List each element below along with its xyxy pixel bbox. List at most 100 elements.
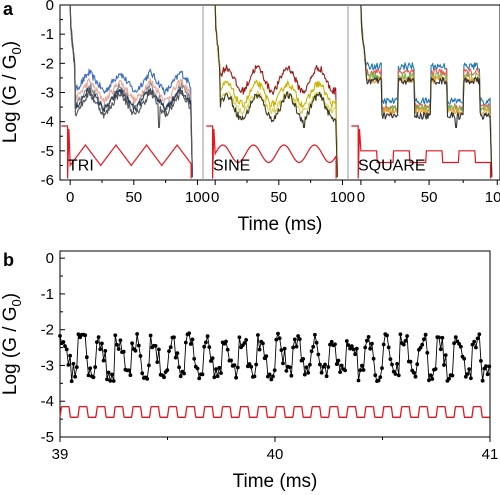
b-data-point (336, 358, 341, 363)
b-data-point (207, 345, 212, 349)
b-data-point (433, 367, 438, 371)
panel-b-x-axis-label: Time (ms) (233, 471, 318, 492)
b-data-point (401, 342, 406, 347)
series-trace (214, 4, 338, 178)
panel-b-y-axis: 0 -1 -2 -3 -4 -5 (41, 250, 65, 446)
a-y-tick-label: -4 (41, 114, 54, 131)
b-data-point (168, 345, 173, 350)
b-data-point (477, 332, 482, 337)
b-data-point (361, 368, 366, 372)
b-data-point (380, 366, 384, 370)
b-data-point (458, 344, 463, 349)
b-data-point (470, 342, 475, 347)
b-data-point (225, 347, 230, 352)
b-data-point (274, 337, 279, 342)
b-data-point (64, 347, 69, 352)
b-y-tick-label: 0 (46, 250, 54, 267)
b-data-point (469, 376, 473, 381)
b-data-point (69, 379, 74, 384)
b-data-point (447, 376, 451, 381)
b-data-point (411, 370, 416, 375)
b-data-point (442, 363, 446, 367)
b-data-point (453, 335, 458, 340)
b-data-point (237, 335, 242, 340)
b-data-point (272, 368, 277, 373)
panel-b-plot (58, 331, 492, 418)
b-data-point (368, 346, 373, 351)
drive-waveform (61, 125, 192, 179)
b-data-point (373, 373, 378, 378)
b-data-point (428, 373, 433, 378)
b-data-point (484, 364, 488, 369)
b-data-point (200, 372, 205, 377)
b-data-point (130, 341, 135, 346)
b-data-point (292, 337, 297, 342)
b-data-point (269, 377, 274, 382)
b-data-point (202, 344, 207, 349)
a-x-tick-label: 50 (270, 189, 287, 206)
b-data-point (302, 372, 307, 377)
b-data-point (475, 336, 480, 341)
b-data-point (287, 365, 292, 370)
b-data-point (110, 372, 114, 377)
b-data-point (100, 341, 104, 346)
b-data-point (190, 337, 195, 342)
subplot-label: TRI (68, 157, 94, 174)
b-data-point (256, 333, 260, 337)
b-data-point (98, 347, 103, 352)
b-data-point (188, 342, 193, 346)
b-data-point (430, 377, 435, 381)
b-data-point (443, 353, 448, 357)
series-trace (214, 4, 338, 178)
b-data-point (210, 356, 215, 360)
subplot-label: SINE (213, 157, 250, 174)
b-data-point (296, 334, 300, 338)
subplot-label: SQUARE (358, 157, 426, 174)
b-data-point (279, 348, 284, 352)
b-data-point (212, 375, 217, 380)
b-data-point (84, 355, 89, 360)
panel-b-label: b (3, 250, 14, 270)
a-x-tick-label: 0 (66, 189, 74, 206)
drive-waveform (351, 125, 492, 179)
series-trace (360, 4, 493, 178)
series-trace (360, 4, 493, 178)
b-data-point (467, 367, 472, 371)
series-trace (69, 4, 193, 178)
b-data-point (115, 342, 119, 347)
b-data-point (136, 343, 141, 348)
b-data-point (135, 332, 140, 336)
b-data-point (319, 370, 324, 375)
b-data-point (371, 356, 376, 361)
b-data-point (297, 337, 302, 341)
b-data-point (316, 352, 321, 357)
b-data-point (116, 347, 121, 351)
panel-a-y-axis-label: Log (G / G0) (0, 41, 24, 143)
b-data-point (277, 336, 282, 341)
b-data-point (309, 349, 314, 354)
b-data-point (326, 365, 331, 369)
b-data-point (338, 370, 342, 374)
b-data-point (187, 331, 192, 336)
b-x-tick-label: 41 (482, 446, 499, 463)
b-data-point (257, 347, 262, 352)
b-data-point (393, 372, 398, 376)
b-data-point (88, 366, 93, 371)
b-data-point (438, 347, 443, 352)
a-y-tick-label: -6 (41, 172, 54, 189)
b-data-point (413, 374, 418, 379)
b-data-point (323, 362, 327, 367)
b-data-point (291, 345, 295, 350)
b-data-point (232, 363, 237, 367)
panel-a-label: a (3, 0, 14, 19)
b-data-point (264, 354, 269, 359)
b-y-tick-label: -2 (41, 322, 54, 339)
b-data-point (386, 345, 391, 350)
b-y-tick-label: -4 (41, 393, 54, 410)
b-data-point (363, 345, 368, 350)
b-data-point (311, 344, 316, 349)
a-x-tick-label: 100 (330, 189, 355, 206)
b-data-point (356, 378, 361, 383)
b-data-point (242, 341, 247, 345)
